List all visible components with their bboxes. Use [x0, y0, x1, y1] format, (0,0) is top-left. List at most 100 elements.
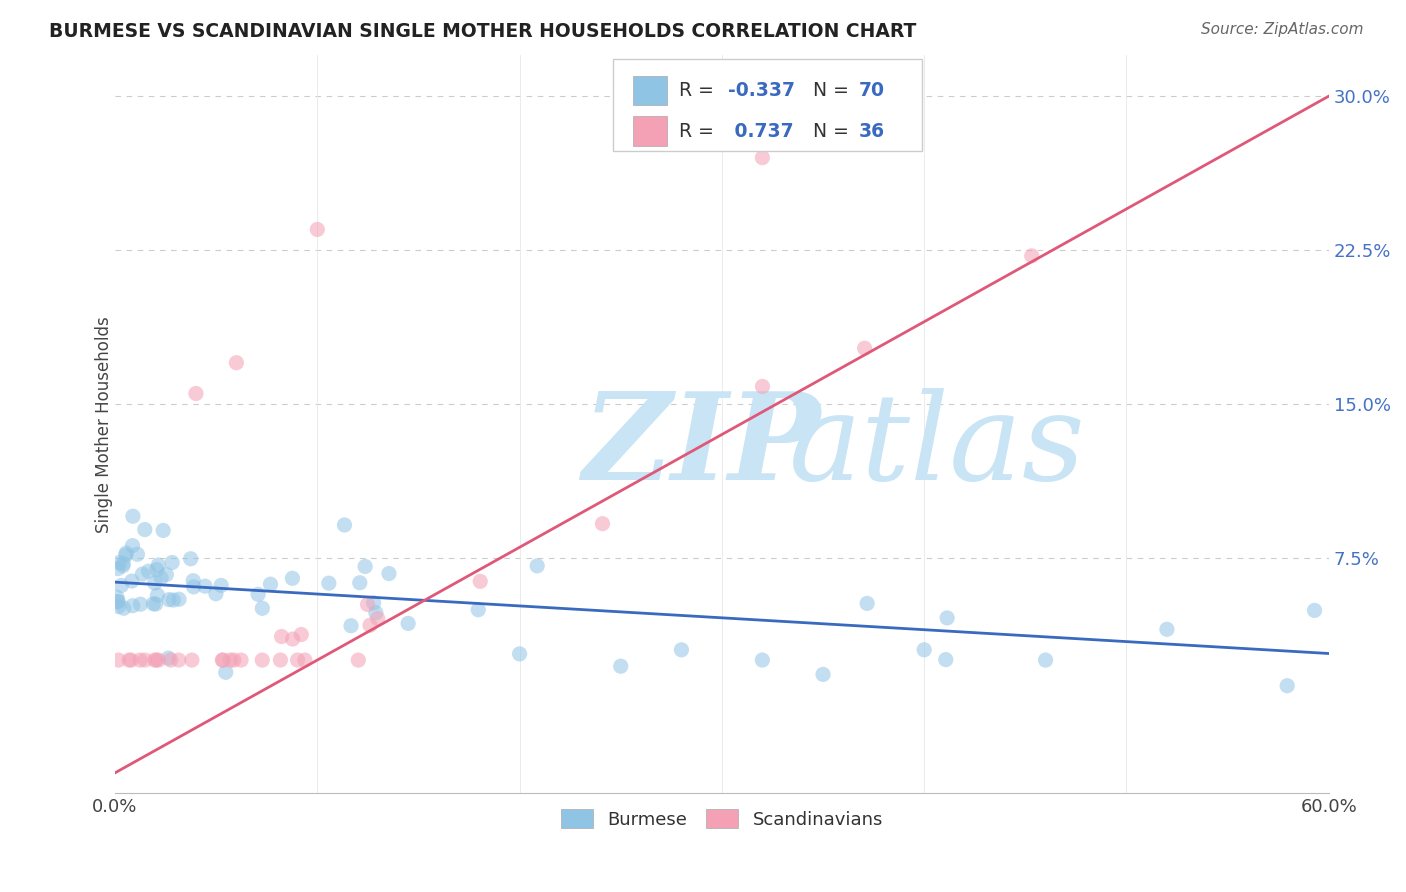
Point: [215, 665, 238, 680]
Point: [333, 518, 356, 533]
Point: [378, 566, 401, 581]
Point: [671, 642, 693, 657]
Point: [290, 627, 312, 641]
Point: [396, 616, 419, 631]
Point: [131, 567, 153, 582]
Point: [354, 559, 377, 574]
Point: [129, 653, 152, 667]
Point: [349, 575, 371, 590]
Point: [167, 592, 190, 607]
FancyBboxPatch shape: [633, 117, 668, 146]
Text: -0.337: -0.337: [728, 81, 794, 100]
Point: [150, 571, 173, 585]
Point: [470, 574, 492, 589]
Point: [107, 595, 129, 609]
Point: [157, 592, 180, 607]
Point: [145, 653, 167, 667]
Text: N =: N =: [813, 121, 855, 141]
Point: [1156, 622, 1178, 636]
Point: [259, 577, 281, 591]
Point: [318, 576, 340, 591]
Point: [281, 571, 304, 585]
Point: [121, 574, 143, 588]
Point: [148, 653, 170, 667]
Point: [180, 653, 202, 667]
Point: [180, 551, 202, 566]
FancyBboxPatch shape: [633, 76, 668, 105]
Point: [112, 557, 135, 571]
Text: 0.737: 0.737: [728, 121, 793, 141]
Text: N =: N =: [813, 81, 855, 100]
Point: [281, 632, 304, 646]
Point: [853, 341, 876, 355]
Point: [212, 653, 235, 667]
Y-axis label: Single Mother Households: Single Mother Households: [96, 316, 112, 533]
Point: [138, 564, 160, 578]
Point: [287, 653, 309, 667]
Point: [211, 653, 233, 667]
Point: [194, 579, 217, 593]
Point: [294, 653, 316, 667]
Point: [1277, 679, 1299, 693]
Text: 36: 36: [859, 121, 886, 141]
Point: [181, 574, 204, 588]
Point: [229, 653, 252, 667]
Point: [592, 516, 614, 531]
Point: [110, 578, 132, 592]
Point: [148, 558, 170, 572]
Point: [108, 556, 131, 570]
Point: [359, 618, 381, 632]
Text: R =: R =: [679, 121, 720, 141]
Point: [107, 599, 129, 614]
Point: [936, 611, 959, 625]
Point: [157, 651, 180, 665]
Point: [129, 597, 152, 611]
Point: [145, 563, 167, 577]
Point: [252, 601, 274, 615]
Point: [118, 653, 141, 667]
Point: [1021, 249, 1043, 263]
Point: [121, 599, 143, 613]
Point: [912, 642, 935, 657]
Point: [209, 578, 232, 592]
Point: [115, 546, 138, 560]
Point: [219, 653, 242, 667]
Text: Source: ZipAtlas.com: Source: ZipAtlas.com: [1201, 22, 1364, 37]
Point: [134, 653, 156, 667]
Point: [509, 647, 531, 661]
Point: [167, 653, 190, 667]
Point: [142, 597, 165, 611]
Text: 70: 70: [859, 81, 884, 100]
FancyBboxPatch shape: [613, 59, 922, 151]
Point: [120, 653, 142, 667]
Point: [467, 603, 489, 617]
Legend: Burmese, Scandinavians: Burmese, Scandinavians: [554, 802, 890, 836]
Point: [112, 601, 135, 615]
Point: [935, 652, 957, 666]
Point: [364, 606, 387, 620]
Point: [247, 587, 270, 601]
Text: R =: R =: [679, 81, 720, 100]
Point: [145, 597, 167, 611]
Point: [159, 653, 181, 667]
Point: [107, 561, 129, 575]
Point: [107, 653, 129, 667]
Point: [356, 598, 378, 612]
Point: [856, 596, 879, 610]
Point: [609, 659, 631, 673]
Point: [160, 556, 183, 570]
Point: [121, 539, 143, 553]
Point: [340, 619, 363, 633]
Point: [222, 653, 245, 667]
Point: [184, 386, 207, 401]
Point: [751, 379, 773, 393]
Point: [162, 593, 184, 607]
Point: [225, 356, 247, 370]
Point: [107, 594, 129, 608]
Point: [270, 630, 292, 644]
Point: [152, 524, 174, 538]
Point: [269, 653, 291, 667]
Point: [183, 580, 205, 594]
Point: [347, 653, 370, 667]
Point: [363, 596, 385, 610]
